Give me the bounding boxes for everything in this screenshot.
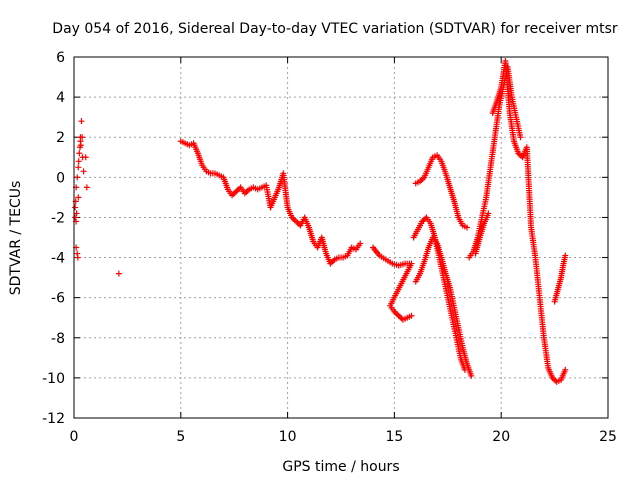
y-tick-label: -8 <box>51 331 65 347</box>
x-tick-label: 20 <box>492 429 510 445</box>
data-point <box>464 224 471 231</box>
data-marks <box>72 58 569 385</box>
data-point <box>517 134 524 141</box>
data-point <box>73 210 80 217</box>
data-point <box>72 204 79 211</box>
y-tick-label: -2 <box>51 210 65 226</box>
x-tick-label: 25 <box>599 429 617 445</box>
data-point <box>76 150 83 157</box>
y-tick-label: -4 <box>51 251 65 267</box>
chart-title: Day 054 of 2016, Sidereal Day-to-day VTE… <box>52 21 618 37</box>
data-point <box>562 252 569 259</box>
data-point <box>74 174 81 181</box>
data-point <box>77 142 84 149</box>
data-point <box>75 158 82 165</box>
data-point <box>357 240 364 247</box>
data-point <box>74 254 81 261</box>
data-point <box>75 164 82 171</box>
y-tick-label: 6 <box>56 50 65 66</box>
grid <box>74 57 608 418</box>
data-point <box>80 168 87 175</box>
data-point <box>82 154 89 161</box>
x-tick-label: 0 <box>70 429 79 445</box>
y-tick-label: 4 <box>56 90 65 106</box>
x-tick-label: 10 <box>279 429 297 445</box>
x-tick-label: 5 <box>176 429 185 445</box>
data-point <box>83 184 90 191</box>
y-tick-label: 2 <box>56 130 65 146</box>
data-point <box>75 194 82 201</box>
data-point <box>79 134 86 141</box>
data-point <box>408 312 415 319</box>
y-tick-label: 0 <box>56 170 65 186</box>
y-tick-label: -6 <box>51 291 65 307</box>
y-tick-label: -12 <box>42 411 65 427</box>
y-axis-title: SDTVAR / TECUs <box>8 181 24 296</box>
data-point <box>74 250 81 257</box>
data-point <box>468 372 475 379</box>
y-tick-label: -10 <box>42 371 65 387</box>
x-tick-label: 15 <box>385 429 403 445</box>
x-axis-title: GPS time / hours <box>282 459 399 475</box>
data-point <box>78 118 85 125</box>
data-point <box>72 214 79 221</box>
data-point <box>115 270 122 277</box>
plot-frame <box>73 56 609 419</box>
data-point <box>562 366 569 373</box>
data-point <box>485 210 492 217</box>
